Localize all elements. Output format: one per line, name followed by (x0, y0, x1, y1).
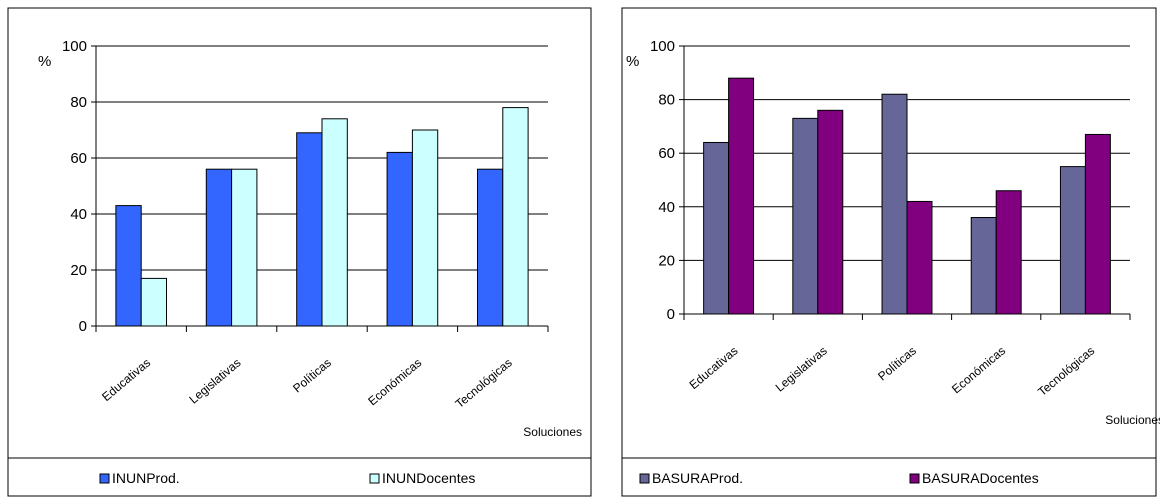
category-label: Políticas (290, 356, 334, 396)
chart-2: 0 20 40 60 80 100% Educativas Legislativas Polít… (621, 7, 1160, 497)
y-tick-label: 20 (70, 262, 87, 279)
bar-series2 (728, 77, 755, 315)
bar-series2 (906, 200, 933, 315)
x-axis-label: Soluciones (523, 425, 582, 439)
bar-series1 (881, 93, 908, 315)
category-label: Económicas (949, 344, 1008, 397)
bar-series2 (1084, 133, 1111, 315)
category-label: Educativas (99, 356, 153, 404)
bar-series1 (115, 205, 142, 327)
bar-series1 (296, 132, 323, 327)
category-label: Educativas (687, 344, 741, 392)
x-axis-label: Soluciones (1105, 413, 1160, 427)
y-tick-label: 20 (658, 252, 675, 269)
y-tick-label: 100 (650, 38, 675, 55)
bar-series2 (502, 107, 529, 327)
category-label: Legislativas (186, 356, 243, 407)
legend-swatch (99, 473, 110, 484)
bar-series2 (411, 129, 439, 327)
y-tick-label: 80 (658, 92, 675, 109)
bar-series2 (140, 277, 168, 327)
bar-series2 (231, 168, 258, 327)
y-tick-label: 0 (667, 306, 675, 323)
y-tick-label: 40 (658, 199, 675, 216)
bar-series2 (817, 109, 844, 315)
category-label: Tecnológicas (1035, 344, 1097, 399)
legend-swatch (909, 473, 920, 484)
legend-label: BASURADocentes (922, 470, 1039, 486)
legend-label: INUNDocentes (382, 470, 475, 486)
bar-series1 (970, 217, 997, 315)
y-tick-label: 40 (70, 206, 87, 223)
y-axis-label: % (38, 53, 51, 70)
legend-swatch (639, 473, 650, 484)
bar-series2 (321, 118, 348, 327)
y-tick-label: 100 (62, 38, 87, 55)
bar-series1 (205, 168, 233, 327)
y-axis-label: % (626, 53, 639, 70)
bar-series1 (1059, 166, 1086, 315)
chart-1: 0 20 40 60 80 100% Educativas Legislativas Polít… (7, 7, 592, 497)
bar-series1 (386, 151, 413, 327)
bar-series1 (476, 168, 504, 327)
y-tick-label: 80 (70, 94, 87, 111)
chart-frame (7, 7, 592, 497)
bar-series1 (703, 141, 730, 315)
category-label: Legislativas (773, 344, 830, 395)
legend-label: BASURAProd. (652, 470, 743, 486)
bar-series1 (792, 117, 819, 315)
category-label: Económicas (365, 356, 424, 409)
y-tick-label: 0 (79, 318, 87, 335)
y-tick-label: 60 (658, 145, 675, 162)
chart-frame (621, 7, 1157, 497)
legend-swatch (369, 473, 380, 484)
legend-label: INUNProd. (112, 470, 180, 486)
category-label: Políticas (875, 344, 919, 384)
bar-series2 (995, 190, 1022, 315)
y-tick-label: 60 (70, 150, 87, 167)
category-label: Tecnológicas (453, 356, 515, 411)
